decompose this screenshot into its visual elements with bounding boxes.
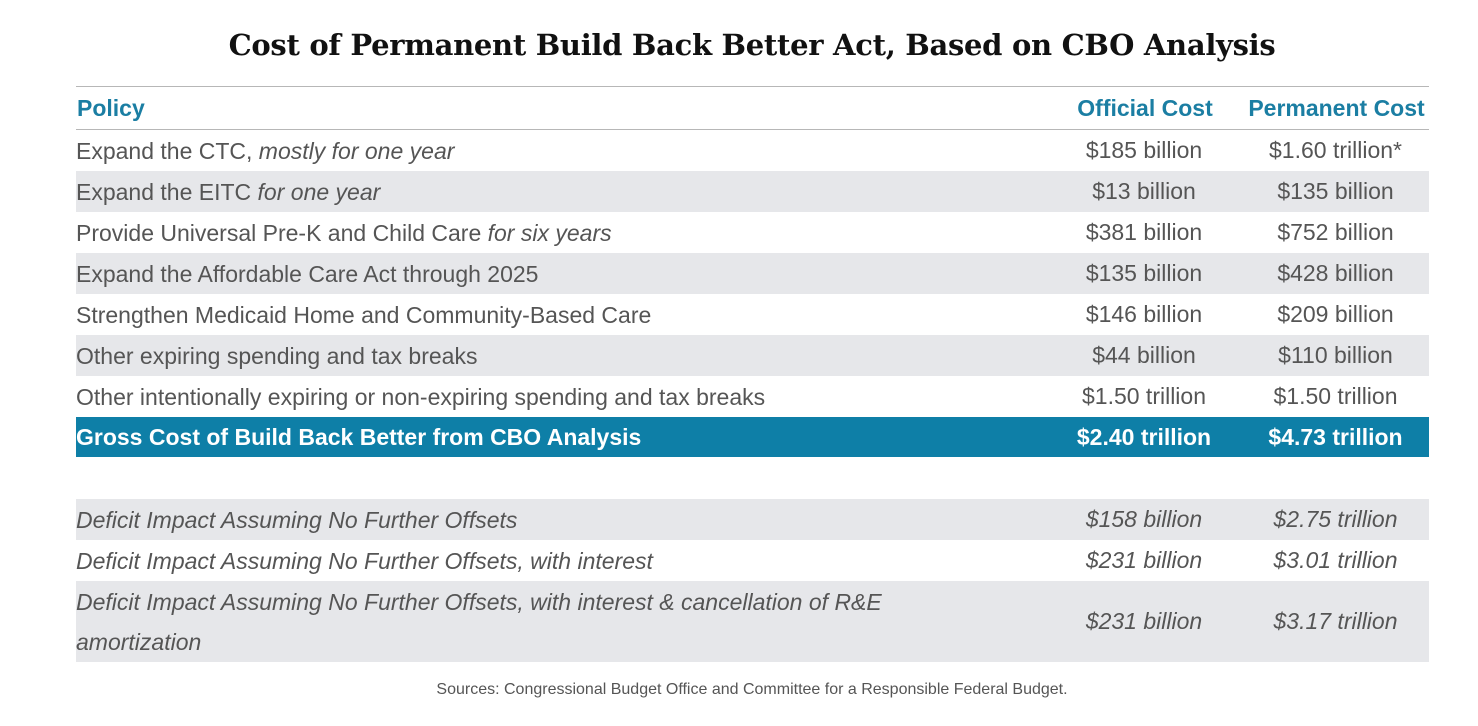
table-row: Other intentionally expiring or non-expi… — [76, 376, 1429, 417]
policy-cell: Expand the EITC for one year — [76, 172, 1046, 212]
deficit-official-cost: $231 billion — [1085, 608, 1203, 634]
total-official-cost: $2.40 trillion — [1076, 423, 1212, 450]
official-cost-cell: $381 billion — [1085, 219, 1203, 245]
official-cost-cell: $146 billion — [1085, 301, 1203, 327]
table-row: Expand the CTC, mostly for one year $185… — [76, 130, 1429, 171]
policy-cell: Strengthen Medicaid Home and Community-B… — [76, 301, 652, 328]
official-cost-cell: $44 billion — [1092, 342, 1196, 368]
table-row: Expand the EITC for one year $13 billion… — [76, 171, 1429, 212]
policy-cell: Expand the Affordable Care Act through 2… — [76, 260, 539, 287]
deficit-label: Deficit Impact Assuming No Further Offse… — [76, 547, 653, 574]
table-title: Cost of Permanent Build Back Better Act,… — [228, 28, 1276, 62]
permanent-cost-cell: $1.60 trillion* — [1269, 137, 1402, 163]
official-cost-cell: $185 billion — [1085, 137, 1203, 163]
header-permanent-cost: Permanent Cost — [1248, 94, 1425, 121]
deficit-permanent-cost: $3.01 trillion — [1273, 547, 1398, 573]
policy-qualifier: mostly for one year — [252, 137, 455, 164]
deficit-label-line: Deficit Impact Assuming No Further Offse… — [76, 588, 882, 615]
policy-text: Expand the EITC — [76, 178, 252, 205]
header-policy: Policy — [77, 95, 145, 121]
permanent-cost-cell: $752 billion — [1277, 219, 1394, 245]
cost-table: Policy Official Cost Permanent Cost Expa… — [76, 86, 1429, 662]
permanent-cost-cell: $428 billion — [1277, 260, 1394, 286]
table-row: Expand the Affordable Care Act through 2… — [76, 253, 1429, 294]
deficit-label-line: amortization — [76, 628, 202, 655]
policy-qualifier: for one year — [251, 178, 381, 205]
policy-cell: Other intentionally expiring or non-expi… — [76, 383, 766, 410]
table-row: Provide Universal Pre-K and Child Care f… — [76, 212, 1429, 253]
total-permanent-cost: $4.73 trillion — [1268, 423, 1403, 450]
table-row: Other expiring spending and tax breaks $… — [76, 335, 1429, 376]
total-label: Gross Cost of Build Back Better from CBO… — [76, 424, 642, 450]
official-cost-cell: $135 billion — [1085, 260, 1203, 286]
deficit-permanent-cost: $2.75 trillion — [1273, 506, 1398, 532]
official-cost-cell: $13 billion — [1092, 178, 1196, 204]
table-row: Strengthen Medicaid Home and Community-B… — [76, 294, 1429, 335]
policy-cell: Other expiring spending and tax breaks — [76, 342, 478, 369]
deficit-permanent-cost: $3.17 trillion — [1273, 608, 1398, 634]
deficit-label: Deficit Impact Assuming No Further Offse… — [76, 506, 518, 533]
permanent-cost-cell: $135 billion — [1277, 178, 1394, 204]
official-cost-cell: $1.50 trillion — [1081, 383, 1207, 409]
permanent-cost-cell: $1.50 trillion — [1273, 383, 1398, 409]
permanent-cost-cell: $110 billion — [1278, 342, 1393, 368]
policy-qualifier: for six years — [481, 219, 612, 246]
deficit-row: Deficit Impact Assuming No Further Offse… — [76, 499, 1429, 540]
policy-text: Provide Universal Pre-K and Child Care — [76, 219, 482, 246]
deficit-row: Deficit Impact Assuming No Further Offse… — [76, 540, 1429, 581]
policy-cell: Expand the CTC, mostly for one year — [76, 131, 1046, 171]
policy-cell: Provide Universal Pre-K and Child Care f… — [76, 213, 1046, 253]
total-row: Gross Cost of Build Back Better from CBO… — [76, 417, 1429, 457]
deficit-official-cost: $158 billion — [1085, 506, 1203, 532]
table-header-row: Policy Official Cost Permanent Cost — [76, 87, 1429, 130]
permanent-cost-cell: $209 billion — [1277, 301, 1394, 327]
table-spacer — [76, 457, 1429, 499]
deficit-official-cost: $231 billion — [1085, 547, 1203, 573]
deficit-label: Deficit Impact Assuming No Further Offse… — [76, 582, 1046, 662]
header-official-cost: Official Cost — [1077, 94, 1213, 121]
deficit-row: Deficit Impact Assuming No Further Offse… — [76, 581, 1429, 662]
policy-text: Expand the CTC, — [76, 137, 253, 164]
sources-note: Sources: Congressional Budget Office and… — [436, 681, 1068, 698]
